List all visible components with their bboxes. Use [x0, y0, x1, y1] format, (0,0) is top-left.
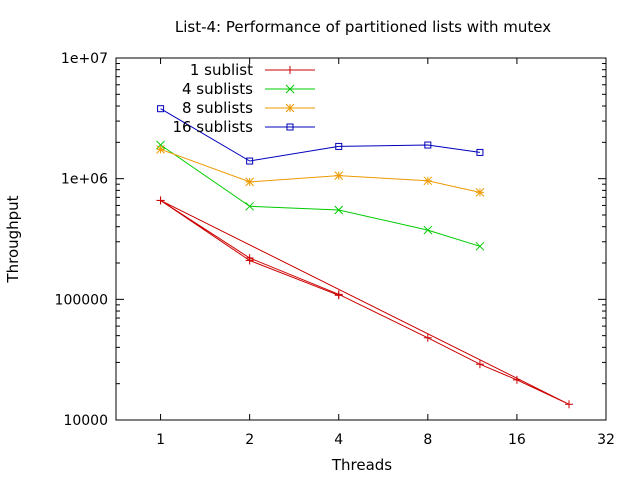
y-axis: 10000 100000 1e+06 1e+07 — [55, 51, 606, 429]
chart-title: List-4: Performance of partitioned lists… — [175, 18, 551, 36]
data-point — [245, 201, 255, 211]
series-4 — [157, 105, 484, 165]
data-point — [334, 291, 343, 300]
x-axis-label: Threads — [331, 456, 392, 474]
y-axis-label: Throughput — [4, 195, 22, 283]
plot-area — [115, 57, 607, 421]
data-point — [246, 157, 254, 165]
legend-marker — [285, 103, 295, 113]
data-point — [156, 196, 165, 205]
data-point — [334, 205, 344, 215]
legend-label: 1 sublist — [190, 61, 253, 79]
data-point — [157, 105, 165, 113]
x-tick-label: 2 — [245, 432, 254, 448]
x-tick-label: 4 — [334, 432, 343, 448]
data-point — [423, 176, 433, 186]
data-point — [334, 171, 344, 180]
legend-label: 8 sublists — [182, 99, 253, 117]
data-point — [245, 256, 254, 265]
series-1 — [156, 196, 574, 409]
legend-label: 4 sublists — [182, 80, 253, 98]
legend-item: 1 sublist — [190, 61, 315, 79]
y-tick-label: 100000 — [55, 292, 108, 308]
legend-label: 16 sublists — [172, 118, 253, 136]
series-3 — [156, 144, 485, 197]
series-line — [160, 108, 480, 162]
data-point — [423, 225, 433, 235]
x-tick-label: 1 — [156, 432, 165, 448]
data-point — [565, 400, 574, 409]
legend-marker — [286, 123, 294, 131]
legend-marker — [285, 84, 295, 94]
data-point — [423, 333, 432, 342]
data-point — [475, 241, 485, 251]
x-axis: 1 2 4 8 16 32 — [156, 58, 615, 448]
series-layer — [156, 105, 574, 409]
x-tick-label: 32 — [597, 432, 615, 448]
legend-item: 8 sublists — [182, 99, 315, 117]
data-point — [512, 375, 521, 384]
x-tick-label: 8 — [423, 432, 432, 448]
series-2 — [156, 140, 485, 251]
data-point — [476, 148, 484, 156]
y-tick-label: 1e+06 — [61, 172, 108, 188]
legend-marker — [286, 66, 294, 74]
data-point — [156, 144, 165, 154]
series-line — [160, 199, 570, 405]
data-point — [475, 188, 485, 197]
data-point — [156, 140, 165, 150]
data-point — [475, 360, 484, 369]
data-point — [335, 142, 343, 150]
data-point — [245, 177, 255, 187]
legend-item: 4 sublists — [182, 80, 315, 98]
y-tick-label: 10000 — [63, 413, 108, 429]
series-line — [160, 148, 481, 193]
legend-item: 16 sublists — [172, 118, 315, 136]
x-tick-label: 16 — [508, 432, 526, 448]
data-point — [424, 141, 432, 149]
y-tick-label: 1e+07 — [61, 51, 108, 67]
